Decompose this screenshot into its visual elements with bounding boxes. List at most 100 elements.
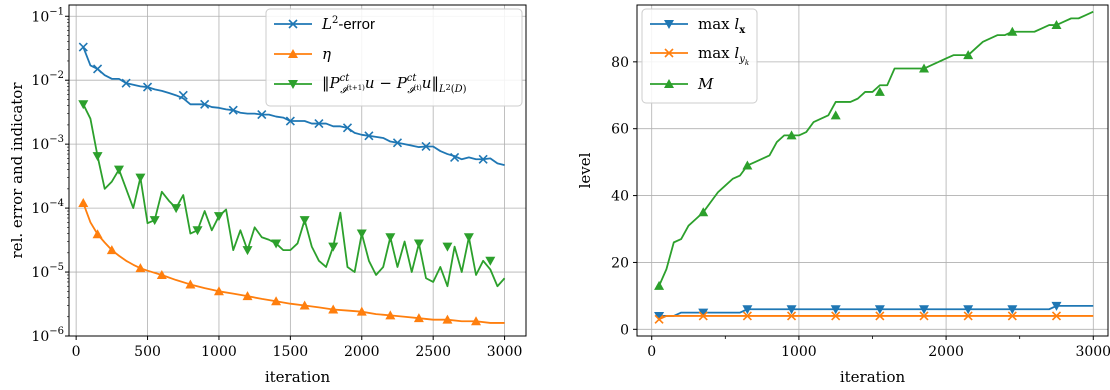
data-point-marker: [1007, 26, 1018, 36]
data-point-marker: [92, 64, 103, 74]
data-point-marker: [178, 90, 188, 100]
data-point-marker: [271, 239, 282, 249]
series-line: [82, 46, 505, 167]
data-point-marker: [1051, 301, 1062, 311]
y-tick-label: 10−5: [31, 262, 64, 281]
y-tick-label: 60: [611, 122, 629, 138]
data-point-marker: [328, 242, 339, 252]
data-point-marker: [463, 233, 474, 243]
right-y-axis-label: level: [576, 152, 594, 188]
y-tick-label: 10−4: [31, 198, 64, 217]
data-point-marker: [442, 242, 453, 252]
data-point-marker: [786, 130, 797, 140]
data-point-marker: [1051, 20, 1062, 30]
right-series-layer: [654, 10, 1094, 324]
legend-max-lx-label: max lx: [698, 15, 746, 36]
x-tick-label: 2000: [344, 344, 380, 360]
data-point-marker: [342, 123, 353, 133]
data-point-marker: [106, 245, 117, 255]
data-point-marker: [413, 313, 424, 323]
right-legend: max lx max lyk M: [641, 8, 758, 104]
data-point-marker: [285, 116, 295, 126]
legend-increment-marker: [288, 80, 298, 89]
series-line: [82, 202, 505, 324]
series-line: [659, 305, 1094, 317]
left-legend: L2-error η ‖Pct 𝓘(t+1)u − Pct 𝓘(t)u‖L2(D): [265, 8, 523, 107]
data-point-marker: [919, 63, 930, 73]
data-point-marker: [413, 239, 424, 249]
data-point-marker: [135, 173, 146, 183]
data-point-marker: [742, 311, 752, 321]
data-point-marker: [149, 216, 160, 226]
legend-l2-error-marker: [288, 19, 298, 29]
data-point-marker: [830, 305, 841, 315]
data-point-marker: [257, 110, 267, 120]
series-line: [658, 10, 1094, 287]
y-tick-label: 10−2: [31, 70, 64, 89]
y-tick-label: 10−3: [31, 134, 64, 153]
data-point-marker: [356, 229, 367, 239]
data-point-marker: [242, 246, 253, 256]
data-point-marker: [271, 296, 282, 306]
data-point-marker: [1051, 311, 1062, 321]
legend-max-lx-marker: [664, 20, 674, 29]
data-point-marker: [156, 269, 167, 279]
series-1: [78, 198, 505, 326]
y-tick-label: 10−1: [31, 6, 64, 25]
data-point-marker: [78, 198, 89, 208]
data-point-marker: [92, 152, 103, 162]
data-point-marker: [385, 233, 396, 243]
series-0: [654, 301, 1094, 321]
x-tick-label: 1000: [781, 344, 817, 360]
data-point-marker: [874, 86, 885, 96]
data-point-marker: [742, 160, 753, 170]
series-1: [654, 311, 1094, 324]
data-point-marker: [786, 311, 797, 321]
x-tick-label: 0: [647, 344, 656, 360]
data-point-marker: [1007, 311, 1017, 321]
left-ticks: 0 500 1000 1500 2000 2500 3000 10−6 10−5 10−4 10−3…: [31, 6, 522, 360]
y-tick-label: 40: [611, 189, 629, 205]
left-plot-frame: [68, 4, 527, 337]
data-point-marker: [192, 226, 203, 236]
data-point-marker: [478, 154, 488, 164]
legend-l2-error-label: L2-error: [321, 15, 375, 33]
x-tick-label: 1000: [201, 344, 237, 360]
data-point-marker: [830, 110, 841, 120]
y-tick-label: 80: [611, 55, 629, 71]
data-point-marker: [698, 311, 708, 321]
data-point-marker: [135, 263, 146, 273]
data-point-marker: [963, 311, 973, 321]
left-y-axis-label: rel. error and indicator: [8, 82, 26, 259]
x-tick-label: 2500: [415, 344, 451, 360]
data-point-marker: [654, 311, 665, 321]
right-grid: [637, 5, 1108, 336]
data-point-marker: [314, 118, 324, 129]
data-point-marker: [356, 306, 367, 316]
x-tick-label: 2000: [928, 344, 964, 360]
x-tick-label: 3000: [1075, 344, 1110, 360]
legend-M-marker: [664, 79, 674, 88]
x-tick-label: 1500: [273, 344, 309, 360]
legend-increment-label: ‖Pct 𝓘(t+1)u − Pct 𝓘(t)u‖L2(D): [322, 73, 467, 96]
data-point-marker: [78, 42, 88, 52]
data-point-marker: [742, 305, 753, 315]
data-point-marker: [121, 78, 131, 88]
right-legend-box: [641, 8, 758, 104]
data-point-marker: [421, 141, 431, 152]
data-point-marker: [213, 286, 224, 296]
data-point-marker: [874, 305, 885, 315]
data-point-marker: [385, 310, 396, 320]
data-point-marker: [171, 204, 182, 214]
left-series-layer: [78, 42, 506, 326]
series-2: [78, 100, 506, 288]
data-point-marker: [113, 165, 124, 175]
data-point-marker: [142, 82, 153, 92]
y-tick-label: 10−6: [31, 326, 64, 345]
data-point-marker: [185, 279, 196, 289]
data-point-marker: [200, 99, 210, 109]
legend-eta-label: η: [322, 45, 331, 63]
data-point-marker: [963, 50, 974, 60]
series-2: [654, 10, 1094, 290]
data-point-marker: [299, 216, 310, 226]
